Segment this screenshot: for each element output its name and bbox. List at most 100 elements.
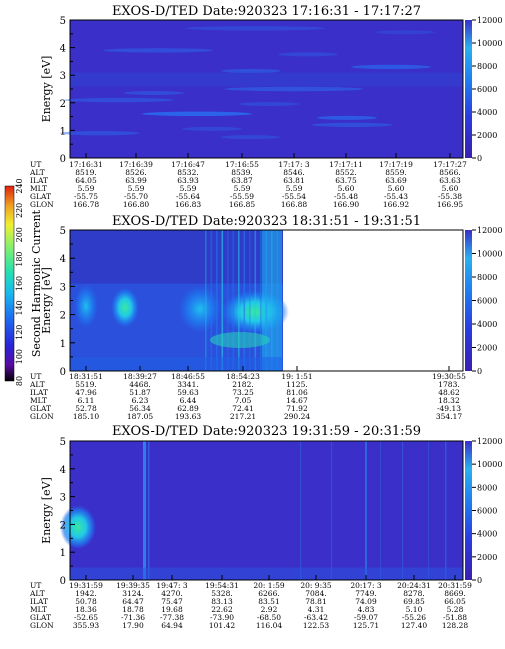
ephemeris-cell: 5.59: [234, 184, 251, 193]
ephemeris-cell: 20: 1:59: [253, 581, 285, 590]
y2-axis: 020004000600080001000012000Temperature […: [472, 226, 502, 376]
y2-tick-label: 10000: [477, 39, 502, 48]
colorbar-tick-label: 240: [15, 178, 24, 193]
ephemeris-cell: 64.05: [75, 176, 97, 185]
y-tick-label: 2: [60, 99, 66, 110]
ephemeris-cell: 56.34: [129, 404, 151, 413]
temperature-scale-bar: [465, 441, 472, 580]
y2-axis: 020004000600080001000012000Temperature […: [472, 16, 502, 163]
y2-tick-label: 0: [477, 367, 482, 376]
ephemeris-cell: 4270.: [161, 589, 182, 598]
ephemeris-cell: 20: 9:35: [300, 581, 332, 590]
y-tick-label: 3: [60, 493, 66, 504]
y-axis-label: Energy [eV]: [40, 267, 53, 334]
ephemeris-cell: 74.09: [355, 597, 377, 606]
ephemeris-cell: 128.28: [442, 621, 468, 630]
ephemeris-cell: 5.59: [128, 184, 145, 193]
y2-tick-label: 2000: [477, 131, 497, 140]
colorbar-tick-label: 80: [15, 376, 24, 386]
ephemeris-cell: -52.65: [74, 613, 98, 622]
ephemeris-cell: 2.92: [261, 605, 278, 614]
ephemeris-cell: 290.24: [284, 412, 310, 421]
ephemeris-cell: 63.75: [335, 176, 357, 185]
ephemeris-cell: 48.62: [438, 388, 460, 397]
ephemeris-cell: 17:17:27: [433, 160, 467, 169]
ephemeris-cell: 64.94: [161, 621, 183, 630]
ephemeris-cell: 166.80: [123, 200, 149, 209]
ephemeris-cell: 66.05: [444, 597, 466, 606]
ephemeris-row-label: MLT: [30, 184, 47, 193]
ephemeris-row-label: ILAT: [30, 388, 48, 397]
ephemeris-cell: 3341.: [177, 380, 198, 389]
ephemeris-cell: 17:17:19: [379, 160, 413, 169]
y-axis: 0 1 2 3 4 5 Energy [eV]: [40, 226, 75, 378]
ephemeris-cell: 187.05: [127, 412, 153, 421]
ephemeris-cell: 8278.: [403, 589, 424, 598]
y2-tick-label: 6000: [477, 297, 497, 306]
y2-tick-label: 10000: [477, 250, 502, 259]
ephemeris-cell: 20:31:59: [438, 581, 472, 590]
ephemeris-row-label: MLT: [30, 396, 47, 405]
chart-title: EXOS-D/TED Date:920323 19:31:59 - 20:31:…: [112, 424, 421, 439]
y-tick-label: 5: [60, 226, 66, 237]
ephemeris-cell: -55.75: [74, 192, 98, 201]
ephemeris-cell: 8559.: [385, 168, 406, 177]
ephemeris-cell: 47.96: [75, 388, 97, 397]
ephemeris-cell: 17:17:11: [329, 160, 363, 169]
spectrogram-texture: [60, 441, 463, 580]
ephemeris-cell: -55.64: [176, 192, 200, 201]
ephemeris-cell: 193.63: [175, 412, 201, 421]
ephemeris-cell: 72.41: [232, 404, 253, 413]
ephemeris-cell: 64.47: [122, 597, 144, 606]
ephemeris-cell: 127.40: [401, 621, 427, 630]
ephemeris-cell: 7749.: [355, 589, 376, 598]
y-tick-label: 3: [60, 71, 66, 82]
ephemeris-cell: 217.21: [230, 412, 256, 421]
ephemeris-cell: 116.04: [256, 621, 282, 630]
ephemeris-cell: -55.26: [402, 613, 426, 622]
ephemeris-cell: 63.87: [231, 176, 253, 185]
ephemeris-cell: -68.50: [257, 613, 281, 622]
ephemeris-cell: 8669.: [444, 589, 465, 598]
y2-tick-label: 8000: [477, 483, 497, 492]
ephemeris-cell: -55.48: [334, 192, 358, 201]
ephemeris-cell: 5.59: [78, 184, 95, 193]
ephemeris-cell: 18.32: [438, 396, 460, 405]
chart-panel-1: EXOS-D/TED Date:920323 17:16:31 - 17:17:…: [29, 4, 502, 209]
ephemeris-cell: 6.23: [132, 396, 149, 405]
ephemeris-cell: 78.81: [305, 597, 326, 606]
y-axis: 0 1 2 3 4 5 Energy [eV]: [40, 16, 75, 165]
ephemeris-cell: 166.95: [437, 200, 463, 209]
ephemeris-cell: -55.43: [384, 192, 408, 201]
colorbar-tick-label: 120: [15, 325, 24, 340]
ephemeris-cell: 19.68: [161, 605, 183, 614]
ephemeris-row-label: UT: [30, 160, 41, 169]
y-tick-label: 4: [60, 254, 66, 265]
y-tick-label: 5: [60, 437, 66, 448]
ephemeris-cell: 166.83: [175, 200, 201, 209]
ephemeris-cell: -59.07: [354, 613, 378, 622]
ephemeris-cell: 62.89: [177, 404, 199, 413]
y2-tick-label: 4000: [477, 320, 497, 329]
ephemeris-cell: 63.93: [177, 176, 199, 185]
ephemeris-cell: 18.78: [122, 605, 144, 614]
y2-tick-label: 12000: [477, 16, 502, 25]
ephemeris-cell: 50.78: [75, 597, 97, 606]
ephemeris-cell: -55.38: [438, 192, 462, 201]
ephemeris-cell: 83.13: [211, 597, 233, 606]
chart-title: EXOS-D/TED Date:920323 18:31:51 - 19:31:…: [112, 214, 421, 229]
y-tick-label: 2: [60, 520, 66, 531]
ephemeris-cell: 73.25: [232, 388, 254, 397]
colorbar-tick-label: 200: [15, 227, 24, 242]
ephemeris-cell: 122.53: [303, 621, 329, 630]
ephemeris-cell: 355.93: [73, 621, 99, 630]
ephemeris-row-label: GLAT: [30, 192, 51, 201]
ephemeris-cell: 4.31: [308, 605, 325, 614]
ephemeris-cell: 5.60: [442, 184, 459, 193]
ephemeris-cell: 18:31:51: [69, 372, 103, 381]
ephemeris-cell: 18:54:23: [226, 372, 260, 381]
ephemeris-table: UTALTILATMLTGLATGLON17:16:318519.64.055.…: [29, 160, 467, 209]
ephemeris-cell: 18.36: [75, 605, 97, 614]
chart-title: EXOS-D/TED Date:920323 17:16:31 - 17:17:…: [112, 4, 421, 19]
ephemeris-cell: 63.63: [439, 176, 461, 185]
